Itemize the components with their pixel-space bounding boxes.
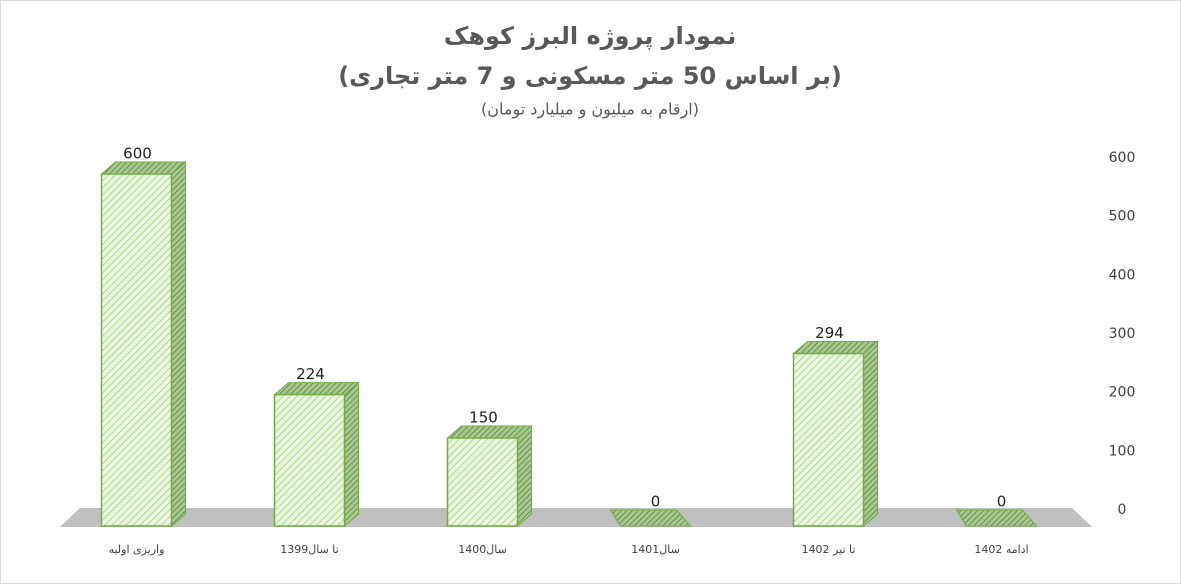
- value-label: 600: [123, 145, 152, 163]
- y-tick-label: 0: [1118, 502, 1127, 518]
- x-tick-label: تا تیر 1402: [802, 543, 856, 556]
- bar-flat: [609, 509, 692, 527]
- chart-subtitle: (بر اساس 50 متر مسکونی و 7 متر تجاری): [338, 62, 842, 90]
- bar: [609, 509, 692, 527]
- chart-title: نمودار پروژه البرز کوهک: [444, 22, 736, 50]
- value-label: 294: [815, 324, 844, 342]
- bar-side: [171, 160, 186, 528]
- x-tick-label: ادامه 1402: [974, 543, 1028, 556]
- x-tick-label: تا سال1399: [280, 543, 338, 556]
- y-tick-label: 600: [1109, 150, 1136, 166]
- bar-front: [446, 437, 519, 527]
- bar: [446, 424, 533, 528]
- bar-top: [446, 425, 533, 439]
- bar-front: [792, 352, 865, 527]
- bar: [100, 160, 187, 528]
- x-tick-label: واریزی اولیه: [109, 543, 165, 556]
- y-tick-label: 500: [1109, 209, 1136, 225]
- bar-side: [863, 340, 878, 528]
- floor: [60, 508, 1092, 527]
- y-tick-label: 400: [1109, 267, 1136, 283]
- bar-top: [100, 161, 187, 175]
- bar-top: [273, 382, 360, 396]
- value-label: 150: [469, 409, 498, 427]
- bar-side: [344, 381, 359, 528]
- bar: [792, 340, 879, 528]
- y-tick-label: 100: [1109, 443, 1136, 459]
- bar-top: [792, 341, 879, 355]
- bar: [955, 509, 1038, 527]
- value-label: 0: [997, 493, 1007, 511]
- bar-front: [273, 393, 346, 527]
- bar-flat: [955, 509, 1038, 527]
- value-label: 224: [296, 365, 325, 383]
- y-tick-label: 200: [1109, 385, 1136, 401]
- value-label: 0: [651, 493, 661, 511]
- x-tick-label: سال1401: [631, 543, 680, 556]
- bar-side: [517, 424, 532, 528]
- bar-front: [100, 173, 173, 527]
- chart-note: (ارقام به میلیون و میلیارد تومان): [481, 100, 699, 120]
- x-tick-label: سال1400: [458, 543, 507, 556]
- bar: [273, 381, 360, 528]
- y-tick-label: 300: [1109, 326, 1136, 342]
